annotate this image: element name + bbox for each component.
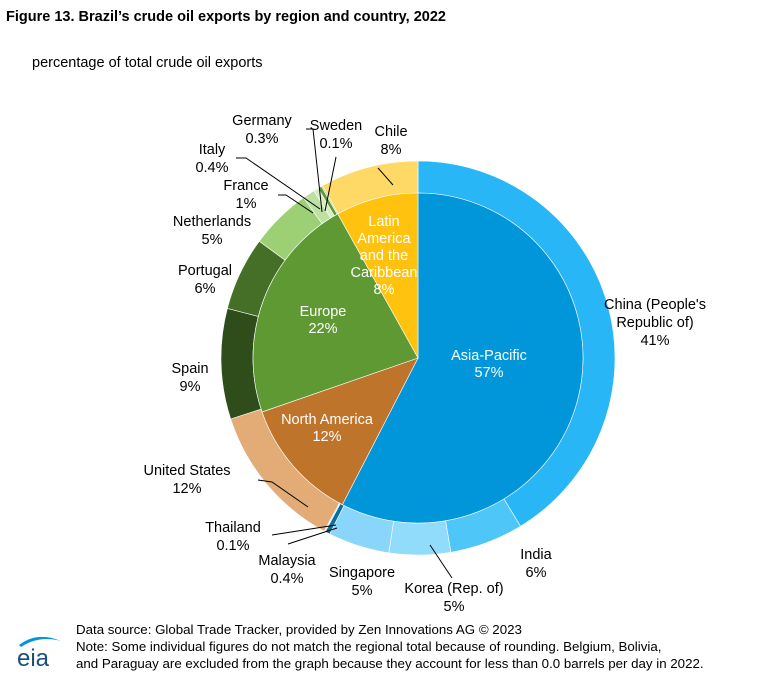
- outer-label-value: 6%: [195, 281, 216, 297]
- inner-label-text: Asia-Pacific: [451, 348, 527, 364]
- outer-label-value: 5%: [444, 599, 465, 615]
- outer-label-text: Korea (Rep. of): [404, 581, 503, 597]
- leader-line: [429, 544, 453, 579]
- outer-label-value: 0.1%: [319, 136, 352, 152]
- inner-label-value: 57%: [474, 365, 503, 381]
- leader-line: [287, 527, 338, 545]
- inner-slice-north-america: [261, 357, 419, 506]
- outer-label-text: Malaysia: [258, 553, 316, 569]
- outer-label-text: Sweden: [310, 118, 362, 134]
- leader-line: [271, 524, 337, 536]
- svg-text:eia: eia: [17, 645, 50, 669]
- outer-label-text: Portugal: [178, 263, 232, 279]
- leader-line: [324, 156, 337, 212]
- outer-label-text: China (People's: [604, 297, 706, 313]
- chart-subtitle: percentage of total crude oil exports: [32, 55, 263, 71]
- outer-slice-korea-rep-of-: [388, 520, 452, 556]
- outer-label-value: 0.3%: [245, 131, 278, 147]
- outer-label-text: Singapore: [329, 565, 395, 581]
- outer-label-text: Spain: [171, 361, 208, 377]
- outer-label-value: 41%: [640, 333, 669, 349]
- inner-label-text: Caribbean: [351, 265, 418, 281]
- inner-slice-latin-america-and-the-caribbean: [337, 192, 419, 360]
- outer-label-text: Republic of): [616, 315, 693, 331]
- leader-line: [377, 167, 394, 186]
- outer-label-value: 0.1%: [216, 538, 249, 554]
- outer-label-text: Italy: [199, 142, 226, 158]
- outer-label-text: Thailand: [205, 520, 261, 536]
- note-line-1: Note: Some individual figures do not mat…: [76, 639, 662, 654]
- outer-label-value: 8%: [381, 142, 402, 158]
- inner-label-text: North America: [281, 412, 374, 428]
- outer-label-value: 0.4%: [195, 160, 228, 176]
- outer-label-value: 5%: [352, 583, 373, 599]
- inner-slice-europe: [252, 213, 419, 413]
- outer-label-value: 9%: [180, 379, 201, 395]
- chart-title: Figure 13. Brazil’s crude oil exports by…: [6, 9, 446, 25]
- note-line-2: and Paraguay are excluded from the graph…: [76, 656, 704, 671]
- outer-label-text: Germany: [232, 113, 292, 129]
- inner-label-text: America: [357, 231, 411, 247]
- leader-line: [306, 128, 323, 213]
- outer-label-text: India: [520, 547, 552, 563]
- eia-logo: eia: [17, 636, 61, 669]
- outer-label-text: Netherlands: [173, 214, 251, 230]
- inner-label-text: Europe: [300, 304, 347, 320]
- outer-label-value: 5%: [202, 232, 223, 248]
- inner-label-value: 12%: [312, 429, 341, 445]
- outer-label-text: United States: [143, 463, 230, 479]
- inner-label-value: 8%: [374, 282, 395, 298]
- outer-label-value: 6%: [526, 565, 547, 581]
- outer-label-value: 1%: [236, 196, 257, 212]
- data-source: Data source: Global Trade Tracker, provi…: [76, 622, 522, 637]
- inner-label-text: Latin: [368, 214, 399, 230]
- outer-label-value: 0.4%: [270, 571, 303, 587]
- outer-label-text: Chile: [374, 124, 407, 140]
- inner-slice-asia-pacific: [341, 192, 584, 524]
- leader-line: [257, 479, 309, 508]
- outer-label-text: France: [223, 178, 268, 194]
- leader-line: [236, 157, 321, 210]
- outer-label-value: 12%: [172, 481, 201, 497]
- inner-label-value: 22%: [308, 321, 337, 337]
- inner-label-text: and the: [360, 248, 408, 264]
- leader-line: [278, 194, 314, 214]
